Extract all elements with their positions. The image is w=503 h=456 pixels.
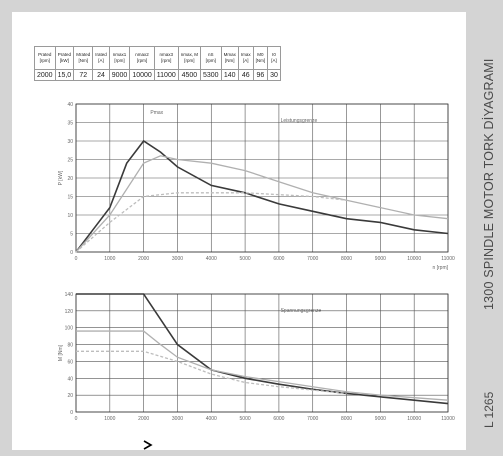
spec-value-cell: 24 (92, 69, 110, 81)
x-tick-label: 5000 (240, 416, 251, 422)
document-title: 1300 SPINDLE MOTOR TORK DİYAGRAMI (482, 58, 496, 310)
x-axis-label: n [rpm] (432, 265, 448, 271)
chart-annotation: Pmax (150, 110, 163, 116)
spec-value-cell: 15,0 (54, 69, 75, 81)
plot-frame (75, 293, 449, 413)
series-line (76, 330, 449, 401)
y-tick-label: 25 (67, 158, 73, 164)
x-tick-label: 7000 (307, 256, 318, 262)
plot-frame (75, 103, 449, 253)
spec-header-cell: nmax3 [rpm] (153, 46, 179, 70)
x-tick-label: 10000 (407, 256, 421, 262)
y-tick-label: 120 (65, 309, 74, 315)
y-tick-label: 100 (65, 326, 74, 332)
x-tick-label: 10000 (407, 416, 421, 422)
series-line (75, 192, 347, 253)
spec-value-cell: 9000 (108, 69, 131, 81)
x-tick-label: 0 (75, 416, 78, 422)
x-tick-label: 5000 (240, 256, 251, 262)
x-tick-label: 1000 (104, 256, 115, 262)
y-tick-label: 60 (67, 359, 73, 365)
y-tick-label: 0 (70, 410, 73, 416)
spec-header-cell: Mrated [Nm] (73, 46, 94, 70)
spec-value-cell: 72 (73, 69, 94, 81)
y-tick-label: 40 (67, 102, 73, 108)
spec-header-cell: Prated [rpm] (34, 46, 56, 70)
x-tick-label: 7000 (307, 416, 318, 422)
series-line (76, 350, 347, 395)
spec-value-cell: 2000 (34, 69, 56, 81)
torque-chart: 0 1000 2000 3000 4000 5000 6000 7000 8000 9000 100… (58, 292, 455, 422)
spec-value-cell: 10000 (129, 69, 155, 81)
spec-header-cell: Mmax [Nm] (220, 46, 239, 70)
series-line (75, 139, 449, 253)
spec-value-row: 2000 15,0 72 24 9000 10000 11000 4500 5300 140 46 9… (34, 69, 281, 81)
spec-header-row: Prated [rpm] Prated [kW] Mrated [Nm] Irated… (34, 46, 281, 70)
x-tick-label: 11000 (441, 256, 455, 262)
spec-header-cell: nmax1 [rpm] (108, 46, 131, 70)
y-tick-label: 5 (70, 232, 73, 238)
y-axis-label: M [Nm] (58, 344, 64, 361)
x-tick-label: 2000 (138, 256, 149, 262)
y-axis-label: P [kW] (58, 170, 64, 185)
spec-header-cell: Imax [A] (237, 46, 254, 70)
spec-header-cell: Prated [kW] (54, 46, 75, 70)
x-tick-label: 3000 (172, 416, 183, 422)
spec-header-cell: Irated [A] (92, 46, 110, 70)
y-tick-label: 35 (67, 121, 73, 127)
y-tick-label: 20 (67, 176, 73, 182)
x-tick-label: 2000 (138, 416, 149, 422)
y-tick-label: 0 (70, 250, 73, 256)
spec-value-cell: 11000 (153, 69, 179, 81)
spec-header-cell: nmax2 [rpm] (129, 46, 155, 70)
spec-header-cell: nmax, M [rpm] (177, 46, 202, 70)
spec-header-cell: M0 [Nm] (252, 46, 269, 70)
series-line (76, 293, 449, 405)
page-code: L 1265 (482, 391, 496, 428)
chart-annotation: Spannungsgrenze (281, 308, 322, 314)
series-line (75, 155, 449, 253)
y-tick-label: 40 (67, 376, 73, 382)
spec-value-cell: 140 (220, 69, 239, 81)
x-tick-label: 8000 (341, 256, 352, 262)
cursor-arrow-icon (143, 440, 153, 450)
spec-table: Prated [rpm] Prated [kW] Mrated [Nm] Irated… (34, 46, 281, 81)
x-tick-label: 8000 (341, 416, 352, 422)
x-tick-label: 6000 (273, 256, 284, 262)
y-tick-label: 80 (67, 343, 73, 349)
y-tick-label: 140 (65, 292, 74, 298)
x-tick-label: 11000 (441, 416, 455, 422)
power-chart: 0 1000 2000 3000 4000 5000 6000 7000 8000 9000 100… (58, 102, 455, 271)
y-tick-label: 10 (67, 213, 73, 219)
x-tick-label: 9000 (375, 256, 386, 262)
spec-value-cell: 30 (267, 69, 281, 81)
x-tick-label: 1000 (104, 416, 115, 422)
y-tick-label: 20 (67, 393, 73, 399)
spec-header-cell: I0 [A] (267, 46, 281, 70)
y-tick-label: 15 (67, 195, 73, 201)
y-tick-label: 30 (67, 139, 73, 145)
x-tick-label: 3000 (172, 256, 183, 262)
spec-value-cell: 5300 (200, 69, 222, 81)
chart-annotation: Leistungsgrenze (281, 118, 318, 124)
spec-value-cell: 4500 (177, 69, 202, 81)
x-tick-label: 0 (75, 256, 78, 262)
spec-header-cell: nS [rpm] (200, 46, 222, 70)
x-tick-label: 9000 (375, 416, 386, 422)
spec-value-cell: 46 (237, 69, 254, 81)
x-tick-label: 6000 (273, 416, 284, 422)
x-tick-label: 4000 (206, 256, 217, 262)
spec-value-cell: 96 (252, 69, 269, 81)
x-tick-label: 4000 (206, 416, 217, 422)
